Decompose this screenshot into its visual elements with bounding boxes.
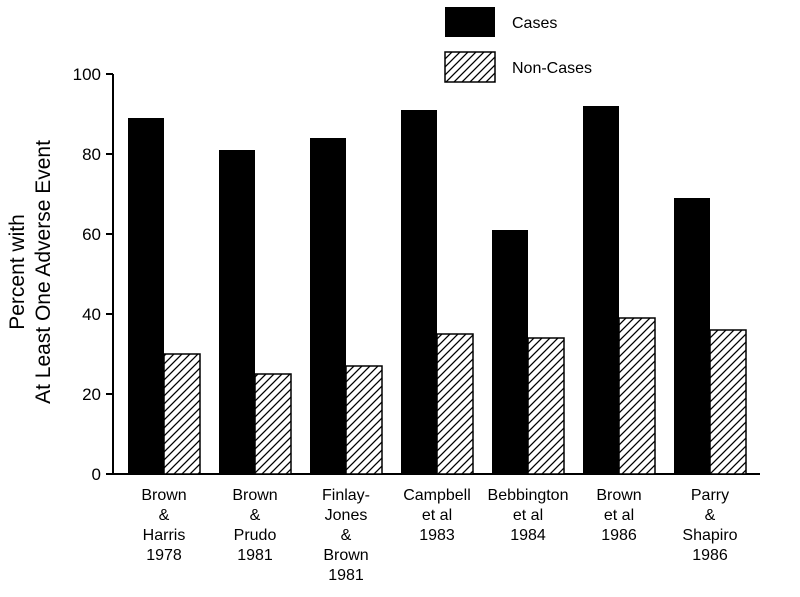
category-label-line: 1978 [146,547,182,564]
category-label-line: Parry [691,487,729,504]
category-label-line: Bebbington [488,487,569,504]
category-label-line: Harris [143,527,186,544]
category-label-line: 1981 [237,547,273,564]
bar-non-cases [709,329,747,475]
legend-label-cases: Cases [512,15,557,32]
category-label-line: Brown [323,547,368,564]
category-label-line: 1984 [510,527,546,544]
category-label-line: Shapiro [682,527,737,544]
y-ticks: 0 20 40 60 80 100 [73,65,113,484]
category-label-line: et al [604,507,634,524]
category-label-line: Jones [325,507,368,524]
category-label-line: Prudo [234,527,277,544]
bar-cases [219,150,255,474]
category-label-line: 1983 [419,527,455,544]
bar-cases [674,198,710,474]
y-tick-label: 20 [82,385,101,404]
bar-non-cases [163,353,201,475]
category-label-line: 1986 [692,547,728,564]
category-label-line: Brown [232,487,277,504]
category-label-line: 1981 [328,567,364,584]
category-label-line: Campbell [403,487,471,504]
bar-cases [583,106,619,474]
bar-non-cases [254,373,292,475]
y-axis-title-line-2: At Least One Adverse Event [32,140,55,404]
bar-non-cases [345,365,383,475]
y-tick-label: 0 [92,465,101,484]
category-label-line: Finlay- [322,487,370,504]
bar-cases [128,118,164,474]
legend-label-non-cases: Non-Cases [512,60,592,77]
legend: Cases Non-Cases [444,7,592,83]
legend-swatch-non-cases [444,51,496,83]
category-label-line: Brown [141,487,186,504]
bars [128,106,747,475]
category-label-line: 1986 [601,527,637,544]
category-label-line: et al [422,507,452,524]
y-tick-label: 40 [82,305,101,324]
y-axis-title-line-1: Percent with [6,214,29,330]
category-label-line: Brown [596,487,641,504]
y-tick-label: 100 [73,65,101,84]
bar-non-cases [527,337,565,475]
category-label-line: & [705,507,716,524]
bar-non-cases [436,333,474,475]
bar-cases [401,110,437,474]
category-label-line: & [159,507,170,524]
legend-swatch-cases [445,7,495,37]
y-tick-label: 80 [82,145,101,164]
category-labels: Brown & Harris 1978 Brown & Prudo 1981 Finlay- Jo… [141,487,737,584]
category-label-line: et al [513,507,543,524]
category-label-line: & [250,507,261,524]
category-label-line: & [341,527,352,544]
bar-non-cases [618,317,656,475]
bar-cases [492,230,528,474]
y-tick-label: 60 [82,225,101,244]
y-axis-title: Percent with At Least One Adverse Event [6,140,55,404]
bar-cases [310,138,346,474]
